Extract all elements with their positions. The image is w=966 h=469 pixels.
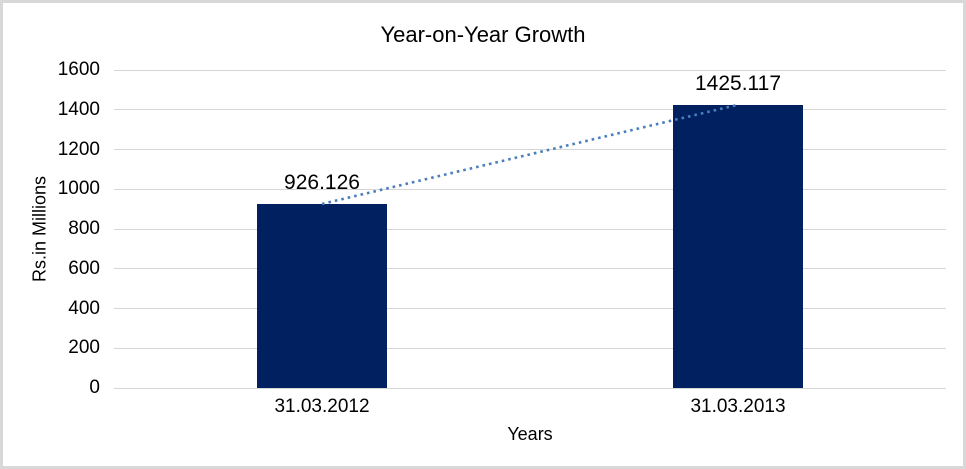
gridline <box>114 268 946 270</box>
bar-31.03.2012 <box>257 203 387 388</box>
gridline <box>114 387 946 389</box>
y-tick-label: 1400 <box>57 98 100 120</box>
gridline <box>114 308 946 309</box>
chart-title: Year-on-Year Growth <box>380 22 586 47</box>
x-axis-title: Years <box>507 424 553 444</box>
y-tick-label: 1200 <box>57 138 100 160</box>
gridline <box>114 228 946 230</box>
bar-value-label: 1425.117 <box>694 71 782 95</box>
y-tick-label: 0 <box>89 377 100 398</box>
x-tick-label: 31.03.2013 <box>690 396 786 417</box>
y-tick-label: 1000 <box>57 178 100 200</box>
bar-value-label: 926.126 <box>284 170 360 194</box>
x-tick-label: 31.03.2012 <box>274 396 370 417</box>
bar-31.03.2013 <box>673 104 803 388</box>
y-tick-label: 1600 <box>57 59 100 80</box>
gridline <box>114 149 946 150</box>
gridline <box>114 109 946 111</box>
y-tick-label: 600 <box>68 257 100 279</box>
y-tick-label: 400 <box>68 297 100 319</box>
y-tick-label: 800 <box>68 218 100 239</box>
gridline <box>114 347 946 349</box>
y-tick-label: 200 <box>68 337 100 359</box>
gridline <box>114 69 946 71</box>
